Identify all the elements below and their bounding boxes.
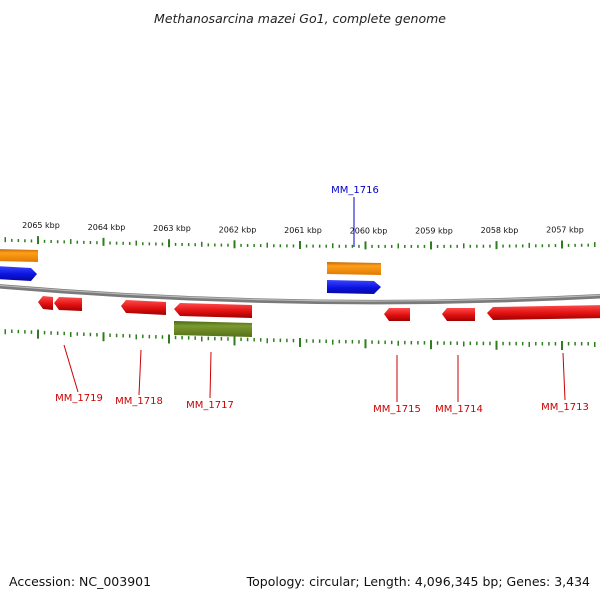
label-leaders <box>63 197 566 402</box>
gene-mm1715[interactable] <box>384 308 410 321</box>
label-mm1719[interactable]: MM_1719 <box>55 393 103 404</box>
genome-summary-text: Topology: circular; Length: 4,096,345 bp… <box>246 574 590 589</box>
genome-backbone <box>0 284 600 305</box>
tick-label: 2060 kbp <box>350 226 388 235</box>
label-mm1714[interactable]: MM_1714 <box>435 404 483 415</box>
label-mm1715[interactable]: MM_1715 <box>373 404 421 415</box>
tick-labels: 2065 kbp 2064 kbp 2063 kbp 2062 kbp 2061 kbp… <box>22 221 584 235</box>
tick-label: 2061 kbp <box>284 226 322 235</box>
label-mm1716[interactable]: MM_1716 <box>331 185 379 196</box>
feature-olive-mm1717[interactable] <box>174 321 252 337</box>
feature-orange-left[interactable] <box>0 249 38 262</box>
tick-label: 2058 kbp <box>481 226 519 235</box>
gene-mm1713[interactable] <box>487 305 600 320</box>
tick-label: 2057 kbp <box>546 226 584 235</box>
tick-marks-outer <box>4 236 596 250</box>
genome-backbone-highlight <box>0 284 600 302</box>
gene-labels: MM_1716 MM_1719 MM_1718 MM_1717 MM_1715 … <box>55 185 589 415</box>
label-mm1718[interactable]: MM_1718 <box>115 396 163 407</box>
leader-mm1713 <box>562 352 566 401</box>
gene-mm1714[interactable] <box>442 308 475 321</box>
tick-label: 2059 kbp <box>415 226 453 235</box>
gene-mm1717[interactable] <box>174 303 252 318</box>
gene-mm1718[interactable] <box>121 300 166 315</box>
label-mm1717[interactable]: MM_1717 <box>186 400 234 411</box>
accession-text: Accession: NC_003901 <box>9 574 151 589</box>
label-mm1713[interactable]: MM_1713 <box>541 402 589 413</box>
leader-mm1719 <box>63 344 79 393</box>
gene-mm1719[interactable] <box>54 297 82 311</box>
feature-orange-mm1716[interactable] <box>327 262 381 275</box>
gene-features <box>0 249 600 337</box>
tick-label: 2063 kbp <box>153 224 191 233</box>
gene-mm1716[interactable] <box>327 280 381 294</box>
tick-label: 2065 kbp <box>22 221 60 230</box>
leader-mm1718 <box>138 349 142 396</box>
tick-label: 2064 kbp <box>88 223 126 232</box>
gene-mm1719-a[interactable] <box>38 296 53 310</box>
map-title: Methanosarcina mazei Go1, complete genom… <box>154 11 446 26</box>
tick-marks-inner <box>4 329 596 351</box>
gene-reverse-left[interactable] <box>0 266 37 281</box>
tick-label: 2062 kbp <box>219 225 257 234</box>
leader-mm1717 <box>209 351 212 399</box>
